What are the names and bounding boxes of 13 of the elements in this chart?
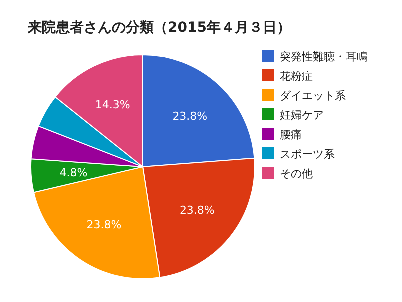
data-label: 23.8% (180, 204, 215, 218)
data-label: 4.8% (60, 166, 88, 180)
chart-title: 来院患者さんの分類（2015年４月３日） (27, 19, 291, 36)
legend-label: 妊婦ケア (280, 109, 324, 122)
data-label: 23.8% (172, 110, 208, 124)
data-label: 14.3% (95, 98, 130, 112)
data-label: 23.8% (86, 218, 122, 232)
legend-label: スポーツ系 (280, 148, 335, 161)
legend-label: 花粉症 (280, 70, 313, 83)
legend-label: 突発性難聴・耳鳴 (280, 50, 368, 64)
legend-label: その他 (280, 168, 313, 180)
legend-label: 腰痛 (280, 128, 302, 142)
legend-label: ダイエット系 (280, 90, 346, 102)
